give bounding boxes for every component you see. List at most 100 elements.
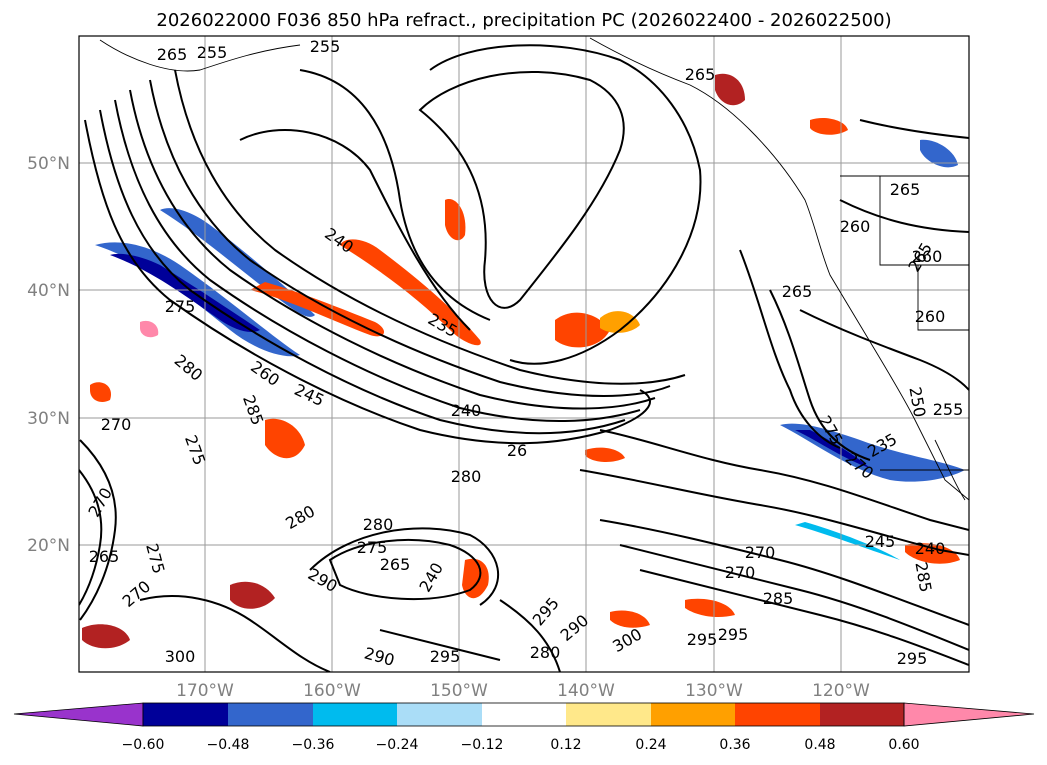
contour-line-1 bbox=[84, 119, 651, 445]
contour-line-18 bbox=[79, 439, 117, 621]
colorbar-tick-labels: −0.60 −0.48 −0.36 −0.24 −0.12 0.12 0.24 … bbox=[122, 737, 920, 753]
colorbar-tick-label: 0.60 bbox=[888, 737, 919, 753]
lon-label-130w: 130°W bbox=[685, 681, 743, 701]
contour-label: 26 bbox=[507, 441, 527, 460]
contour-label: 295 bbox=[897, 649, 928, 668]
contour-line-4 bbox=[129, 89, 656, 410]
contour-line-9 bbox=[429, 44, 702, 365]
contour-label: 240 bbox=[915, 539, 946, 558]
colorbar: −0.60 −0.48 −0.36 −0.24 −0.12 0.12 0.24 … bbox=[13, 702, 1035, 753]
colorbar-tick-label: −0.24 bbox=[376, 737, 419, 753]
contour-label: 260 bbox=[840, 217, 871, 236]
lat-label-50n: 50°N bbox=[27, 154, 70, 174]
contour-closed-240 bbox=[418, 70, 625, 309]
contour-label: 270 bbox=[725, 563, 756, 582]
colorbar-tick-label: −0.12 bbox=[461, 737, 504, 753]
contour-line-14 bbox=[639, 569, 969, 666]
contour-line-5 bbox=[149, 79, 671, 397]
positive-band-mid bbox=[250, 282, 385, 337]
lon-label-150w: 150°W bbox=[430, 681, 488, 701]
colorbar-tick-label: −0.60 bbox=[122, 737, 165, 753]
colorbar-bin bbox=[228, 703, 313, 726]
latitude-labels: 50°N 40°N 30°N 20°N bbox=[27, 154, 70, 556]
colorbar-tick-label: −0.48 bbox=[207, 737, 250, 753]
contour-line-24 bbox=[859, 119, 969, 139]
contour-line-25 bbox=[799, 309, 969, 391]
contour-label: 280 bbox=[363, 515, 394, 534]
contour-line-7 bbox=[239, 129, 471, 331]
state-border-b bbox=[917, 265, 969, 331]
contour-line-8 bbox=[299, 69, 491, 321]
positive-spot-g bbox=[230, 581, 275, 609]
map-panel: 265 255 255 265 260 265 260 260 265 240 … bbox=[79, 36, 969, 672]
state-border-a bbox=[879, 176, 969, 266]
positive-spot-h bbox=[82, 624, 130, 649]
contour-label: 270 bbox=[745, 543, 776, 562]
contour-line-11 bbox=[579, 469, 969, 556]
baja-coast bbox=[934, 439, 966, 501]
contour-label: 285 bbox=[763, 589, 794, 608]
colorbar-bin bbox=[313, 703, 397, 726]
contour-label: 280 bbox=[451, 467, 482, 486]
positive-spot-a bbox=[445, 199, 466, 241]
colorbar-bin bbox=[651, 703, 735, 726]
colorbar-bin bbox=[735, 703, 820, 726]
contour-label: 295 bbox=[687, 630, 718, 649]
aleutian-chain bbox=[99, 39, 301, 72]
contour-line-19 bbox=[79, 469, 103, 606]
refractivity-contours bbox=[79, 44, 969, 672]
colorbar-tick-label: −0.36 bbox=[292, 737, 335, 753]
contour-label: 270 bbox=[101, 415, 132, 434]
contour-line-15 bbox=[769, 289, 871, 461]
contour-line-20 bbox=[139, 595, 331, 672]
contour-label: 275 bbox=[357, 538, 388, 557]
colorbar-tick-label: 0.36 bbox=[719, 737, 750, 753]
contour-label: 255 bbox=[933, 400, 964, 419]
colorbar-tick-label: 0.24 bbox=[635, 737, 666, 753]
contour-label: 295 bbox=[718, 625, 749, 644]
contour-label: 240 bbox=[451, 401, 482, 420]
positive-spot-k bbox=[610, 610, 650, 628]
lon-label-170w: 170°W bbox=[176, 681, 234, 701]
contour-line-6 bbox=[174, 69, 686, 385]
contour-line-2 bbox=[99, 109, 626, 435]
coastlines bbox=[99, 37, 969, 501]
contour-label: 255 bbox=[310, 37, 341, 56]
colorbar-bin bbox=[566, 703, 651, 726]
contour-line-22 bbox=[379, 629, 501, 661]
longitude-labels: 170°W 160°W 150°W 140°W 130°W 120°W bbox=[176, 681, 870, 701]
lat-label-40n: 40°N bbox=[27, 281, 70, 301]
positive-spot-pink bbox=[140, 320, 159, 338]
contour-label: 295 bbox=[430, 647, 461, 666]
positive-spot-d bbox=[90, 382, 111, 402]
contour-line-23 bbox=[839, 199, 969, 233]
contour-label: 265 bbox=[685, 65, 716, 84]
lat-label-30n: 30°N bbox=[27, 409, 70, 429]
negative-spot-se bbox=[795, 522, 900, 560]
ocean-background bbox=[79, 36, 969, 672]
colorbar-bin bbox=[482, 703, 566, 726]
positive-spot-b bbox=[555, 312, 610, 348]
colorbar-tick-label: 0.12 bbox=[550, 737, 581, 753]
figure-title: 2026022000 F036 850 hPa refract., precip… bbox=[156, 10, 891, 31]
contour-label: 265 bbox=[89, 547, 120, 566]
contour-closed-270 bbox=[328, 539, 482, 601]
colorbar-outline bbox=[142, 702, 905, 727]
contour-line-16 bbox=[739, 249, 841, 449]
colorbar-bin bbox=[397, 703, 482, 726]
lat-label-20n: 20°N bbox=[27, 536, 70, 556]
positive-spot-n bbox=[810, 118, 848, 135]
contour-label: 265 bbox=[380, 555, 411, 574]
contour-line-3 bbox=[114, 99, 641, 422]
contour-label: 265 bbox=[782, 282, 813, 301]
contour-line-12 bbox=[599, 519, 969, 626]
colorbar-bin bbox=[820, 703, 904, 726]
lon-label-120w: 120°W bbox=[812, 681, 870, 701]
contour-line-17 bbox=[309, 527, 499, 606]
contour-line-13 bbox=[619, 544, 969, 651]
lon-label-160w: 160°W bbox=[303, 681, 361, 701]
contour-label: 265 bbox=[890, 180, 921, 199]
colorbar-extend-high bbox=[903, 702, 1035, 727]
positive-spot-e bbox=[265, 418, 305, 459]
positive-spot-j bbox=[685, 598, 735, 618]
